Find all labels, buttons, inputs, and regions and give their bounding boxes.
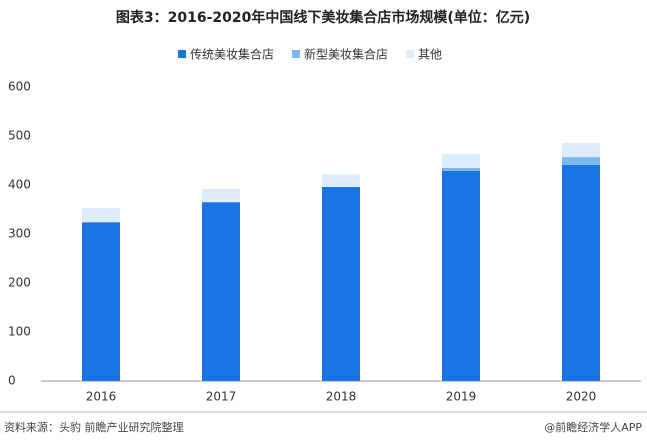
bar-segment: [202, 202, 240, 381]
legend-swatch: [292, 50, 301, 58]
x-tick-label: 2016: [86, 390, 117, 404]
y-tick-label: 100: [8, 325, 31, 339]
y-tick-label: 600: [8, 80, 31, 94]
legend-swatch: [178, 50, 186, 58]
bar-segment: [562, 157, 600, 165]
chart-title: 图表3：2016-2020年中国线下美妆集合店市场规模(单位：亿元): [116, 9, 530, 26]
bar-segment: [322, 186, 360, 381]
legend-label: 其他: [418, 48, 442, 62]
x-tick-label: 2020: [566, 390, 597, 404]
source: 资料来源：头豹 前瞻产业研究院整理: [4, 420, 184, 434]
y-tick-label: 500: [8, 129, 31, 143]
y-tick-label: 200: [8, 276, 31, 290]
x-tick-label: 2018: [326, 390, 357, 404]
bar-segment: [442, 154, 480, 168]
y-tick-label: 300: [8, 227, 31, 241]
legend-label: 传统美妆集合店: [190, 47, 274, 62]
credit: @前瞻经济学人APP: [544, 420, 642, 434]
x-tick-label: 2017: [206, 390, 237, 404]
bar-segment: [562, 142, 600, 158]
bar-segment: [202, 188, 240, 203]
bar-segment: [442, 167, 480, 171]
y-tick-label: 0: [8, 374, 16, 388]
x-tick-label: 2019: [446, 390, 477, 404]
bar-segment: [322, 174, 360, 187]
legend-label: 新型美妆集合店: [304, 47, 388, 62]
bar-segment: [562, 164, 600, 381]
bar-segment: [82, 208, 120, 223]
bar-segment: [442, 170, 480, 381]
y-tick-label: 400: [8, 178, 31, 192]
bar-segment: [82, 222, 120, 381]
legend-swatch: [406, 50, 415, 58]
